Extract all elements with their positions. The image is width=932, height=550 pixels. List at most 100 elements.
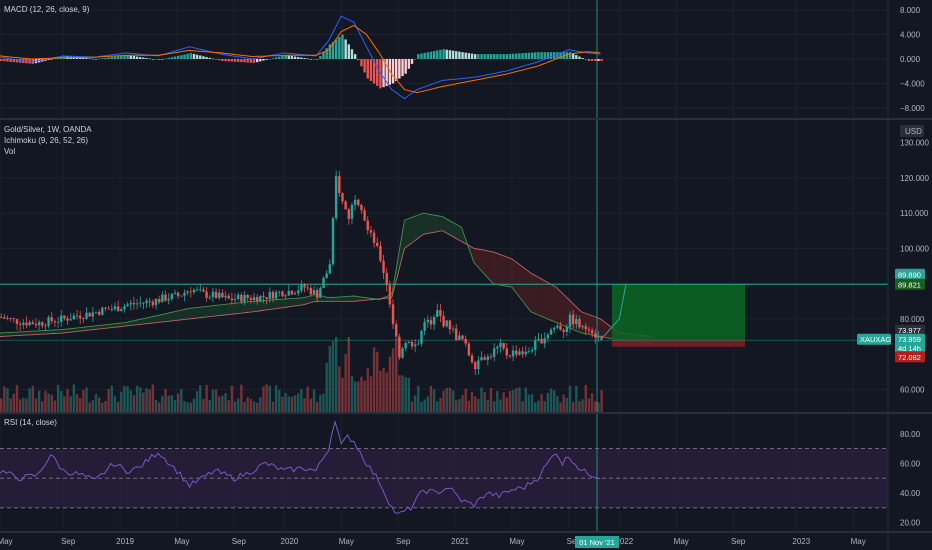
- candle-body: [120, 309, 123, 312]
- candle-body: [553, 327, 556, 330]
- cloud-segment: [499, 254, 503, 286]
- macd-hist-bar: [3, 59, 6, 62]
- tag-countdown: 4d 14h: [898, 344, 921, 353]
- macd-hist-bar: [527, 52, 531, 59]
- candle-body: [237, 294, 240, 300]
- candle-body: [426, 319, 429, 323]
- cloud-segment: [243, 301, 247, 313]
- volume-bar: [527, 394, 531, 412]
- macd-hist-bar: [170, 57, 174, 59]
- candle-body: [382, 260, 385, 273]
- candle-body: [22, 322, 25, 325]
- volume-bar: [369, 376, 373, 412]
- macd-hist-bar: [274, 57, 278, 59]
- volume-bar: [145, 388, 148, 412]
- candle-body: [455, 328, 458, 341]
- volume-bar: [94, 393, 98, 412]
- volume-bar: [164, 389, 167, 412]
- macd-hist-bar: [107, 57, 110, 59]
- macd-hist-bar: [445, 49, 448, 59]
- cloud-segment: [173, 311, 177, 321]
- cloud-segment: [271, 299, 275, 310]
- macd-hist-bar: [151, 59, 155, 60]
- tag-countdown-bg: [895, 342, 925, 354]
- cloud-segment: [72, 328, 76, 332]
- candle-body: [195, 289, 199, 291]
- volume-bar: [123, 386, 126, 412]
- volume-bar: [101, 402, 104, 412]
- macd-tick-label: −8.000: [900, 104, 925, 113]
- candle-body: [451, 328, 455, 330]
- macd-hist-bar: [467, 53, 471, 59]
- volume-bar: [448, 387, 452, 412]
- volume-bar: [281, 396, 284, 412]
- macd-hist-bar: [587, 59, 591, 61]
- candle-body: [429, 319, 433, 325]
- volume-bar: [312, 389, 316, 412]
- macd-hist-bar: [524, 52, 527, 59]
- candle-body: [0, 317, 3, 318]
- macd-hist-bar: [139, 57, 142, 59]
- volume-bar: [180, 389, 183, 412]
- candle-body: [499, 342, 502, 347]
- volume-bar: [88, 402, 91, 412]
- cloud-segment: [129, 321, 133, 326]
- cloud-segment: [508, 257, 512, 288]
- cloud-segment: [534, 274, 538, 315]
- macd-hist-bar: [600, 59, 603, 61]
- cloud-segment: [104, 324, 108, 329]
- candle-body: [79, 315, 82, 319]
- macd-hist-bar: [423, 52, 426, 59]
- volume-bar: [249, 398, 253, 412]
- volume-bar: [426, 396, 429, 412]
- candle-body: [66, 318, 69, 321]
- volume-bar: [372, 347, 376, 412]
- candle-body: [423, 322, 426, 331]
- volume-bar: [132, 395, 136, 412]
- volume-bar: [53, 400, 57, 412]
- candle-body: [442, 315, 445, 327]
- candle-body: [518, 351, 521, 355]
- candle-body: [284, 295, 287, 297]
- tag-target-top-bg: [895, 268, 925, 280]
- volume-bar: [15, 384, 19, 412]
- tag-target-top: 89.890: [898, 270, 921, 279]
- candle-body: [521, 351, 524, 355]
- macd-hist-bar: [382, 59, 385, 88]
- symbol-badge-bg: [857, 333, 891, 345]
- cloud-segment: [483, 250, 487, 277]
- cloud-segment: [338, 296, 342, 302]
- macd-hist-bar: [82, 57, 85, 59]
- cloud-segment: [413, 215, 418, 242]
- candle-body: [34, 324, 38, 326]
- cloud-segment: [489, 251, 493, 284]
- macd-hist-bar: [44, 59, 47, 61]
- volume-bar: [262, 386, 265, 412]
- candle-body: [458, 335, 461, 341]
- volume-bar: [18, 399, 22, 412]
- macd-hist-bar: [366, 59, 369, 79]
- candle-body: [287, 290, 290, 296]
- candle-body: [388, 285, 392, 305]
- cloud-segment: [426, 213, 430, 234]
- volume-bar: [451, 390, 455, 412]
- candle-body: [47, 317, 50, 326]
- candle-body: [262, 295, 265, 298]
- cloud-segment: [540, 278, 544, 318]
- candle-body: [88, 312, 91, 317]
- candle-body: [328, 264, 332, 274]
- position-target-zone[interactable]: [0, 283, 888, 347]
- macd-hist-bar: [395, 59, 398, 81]
- cloud-segment: [237, 302, 241, 314]
- cloud-segment: [214, 305, 219, 317]
- candle-body: [135, 303, 139, 305]
- rsi-tick-label: 20.00: [900, 519, 921, 528]
- volume-bar: [376, 351, 379, 412]
- macd-hist-bar: [287, 55, 290, 59]
- cloud-segment: [581, 311, 585, 334]
- macd-hist-bar: [97, 58, 101, 60]
- x-tick-label: May: [339, 537, 354, 546]
- macd-hist-bar: [575, 55, 578, 59]
